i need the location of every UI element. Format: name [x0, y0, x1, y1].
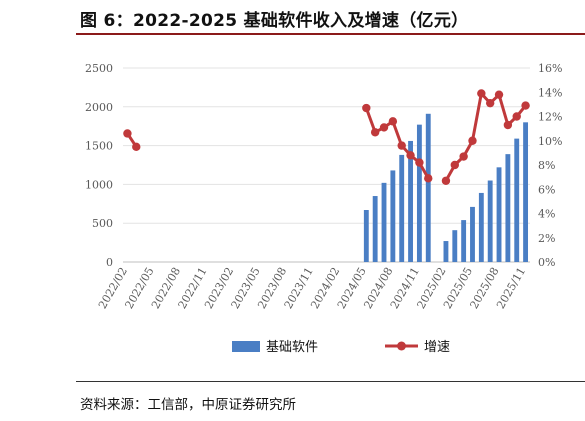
- legend-bar-swatch: [232, 341, 260, 352]
- bar: [443, 241, 449, 262]
- y-right-tick-label: 14%: [538, 86, 562, 99]
- y-right-tick-label: 8%: [538, 159, 555, 172]
- bar: [496, 167, 502, 262]
- combo-chart: 0 500 1000 1500 2000 2500 0% 2% 4% 6% 8% 10% 12% 14%…: [85, 62, 562, 355]
- bar-series: [363, 113, 529, 262]
- line-point: [406, 151, 415, 160]
- bar: [523, 122, 529, 262]
- line-series: [123, 89, 530, 185]
- line-point: [503, 120, 513, 130]
- line-point: [424, 174, 433, 183]
- grid: [123, 67, 530, 263]
- footer-rule: [76, 381, 585, 382]
- bar: [452, 230, 458, 262]
- bar: [425, 113, 431, 262]
- bar: [505, 154, 511, 262]
- bar: [470, 206, 475, 262]
- y-right-tick-label: 6%: [538, 183, 555, 196]
- y-left-tick-label: 2500: [85, 62, 113, 75]
- legend-bar-label: 基础软件: [266, 340, 318, 355]
- legend: 基础软件 增速: [232, 340, 450, 355]
- bar: [363, 210, 369, 262]
- line-point: [379, 123, 389, 132]
- x-axis-labels: 2022/022022/052022/082022/112023/022023/…: [96, 265, 528, 311]
- line-point: [459, 152, 468, 161]
- title-rule: [76, 33, 585, 35]
- y-left-tick-label: 1500: [85, 140, 113, 153]
- chart-title: 图 6：2022-2025 基础软件收入及增速（亿元）: [80, 11, 469, 31]
- line-point: [477, 89, 486, 98]
- line-point: [123, 129, 132, 138]
- y-left-tick-label: 1000: [85, 178, 113, 191]
- bar: [487, 180, 493, 262]
- line-point: [388, 117, 398, 126]
- bar: [408, 140, 413, 262]
- y-right-tick-label: 2%: [538, 232, 555, 245]
- y-right-tick-label: 12%: [538, 111, 562, 124]
- y-right-tick-label: 4%: [538, 208, 555, 221]
- y-right-tick-label: 16%: [538, 62, 562, 75]
- line-point: [450, 160, 459, 170]
- bar: [399, 154, 405, 262]
- line-point: [521, 101, 530, 110]
- legend-line-marker: [397, 341, 406, 351]
- line-point: [397, 141, 406, 150]
- bar: [478, 192, 484, 262]
- line-point: [468, 136, 477, 145]
- line-point: [132, 142, 141, 152]
- line-point: [512, 112, 521, 121]
- legend-line-label: 增速: [424, 340, 450, 355]
- bar: [381, 182, 387, 262]
- source-note: 资料来源：工信部，中原证券研究所: [80, 397, 296, 413]
- y-left-tick-label: 2000: [85, 101, 113, 114]
- line-point: [441, 176, 451, 185]
- y-left-tick-label: 0: [106, 256, 113, 269]
- y-right-tick-label: 10%: [538, 135, 562, 148]
- bar: [390, 170, 396, 262]
- growth-line: [444, 91, 527, 182]
- y-axis-left: 0 500 1000 1500 2000 2500: [85, 62, 113, 269]
- y-axis-right: 0% 2% 4% 6% 8% 10% 12% 14% 16%: [538, 62, 562, 269]
- line-point: [370, 128, 380, 137]
- bar: [416, 124, 422, 262]
- title-row: 图 6：2022-2025 基础软件收入及增速（亿元）: [0, 0, 585, 36]
- bar: [514, 138, 520, 262]
- line-point: [415, 158, 424, 167]
- y-left-tick-label: 500: [92, 217, 113, 230]
- line-point: [362, 103, 371, 113]
- line-point: [494, 90, 504, 99]
- bar: [372, 196, 378, 262]
- line-point: [485, 98, 495, 108]
- y-right-tick-label: 0%: [538, 256, 555, 269]
- bar: [461, 220, 467, 262]
